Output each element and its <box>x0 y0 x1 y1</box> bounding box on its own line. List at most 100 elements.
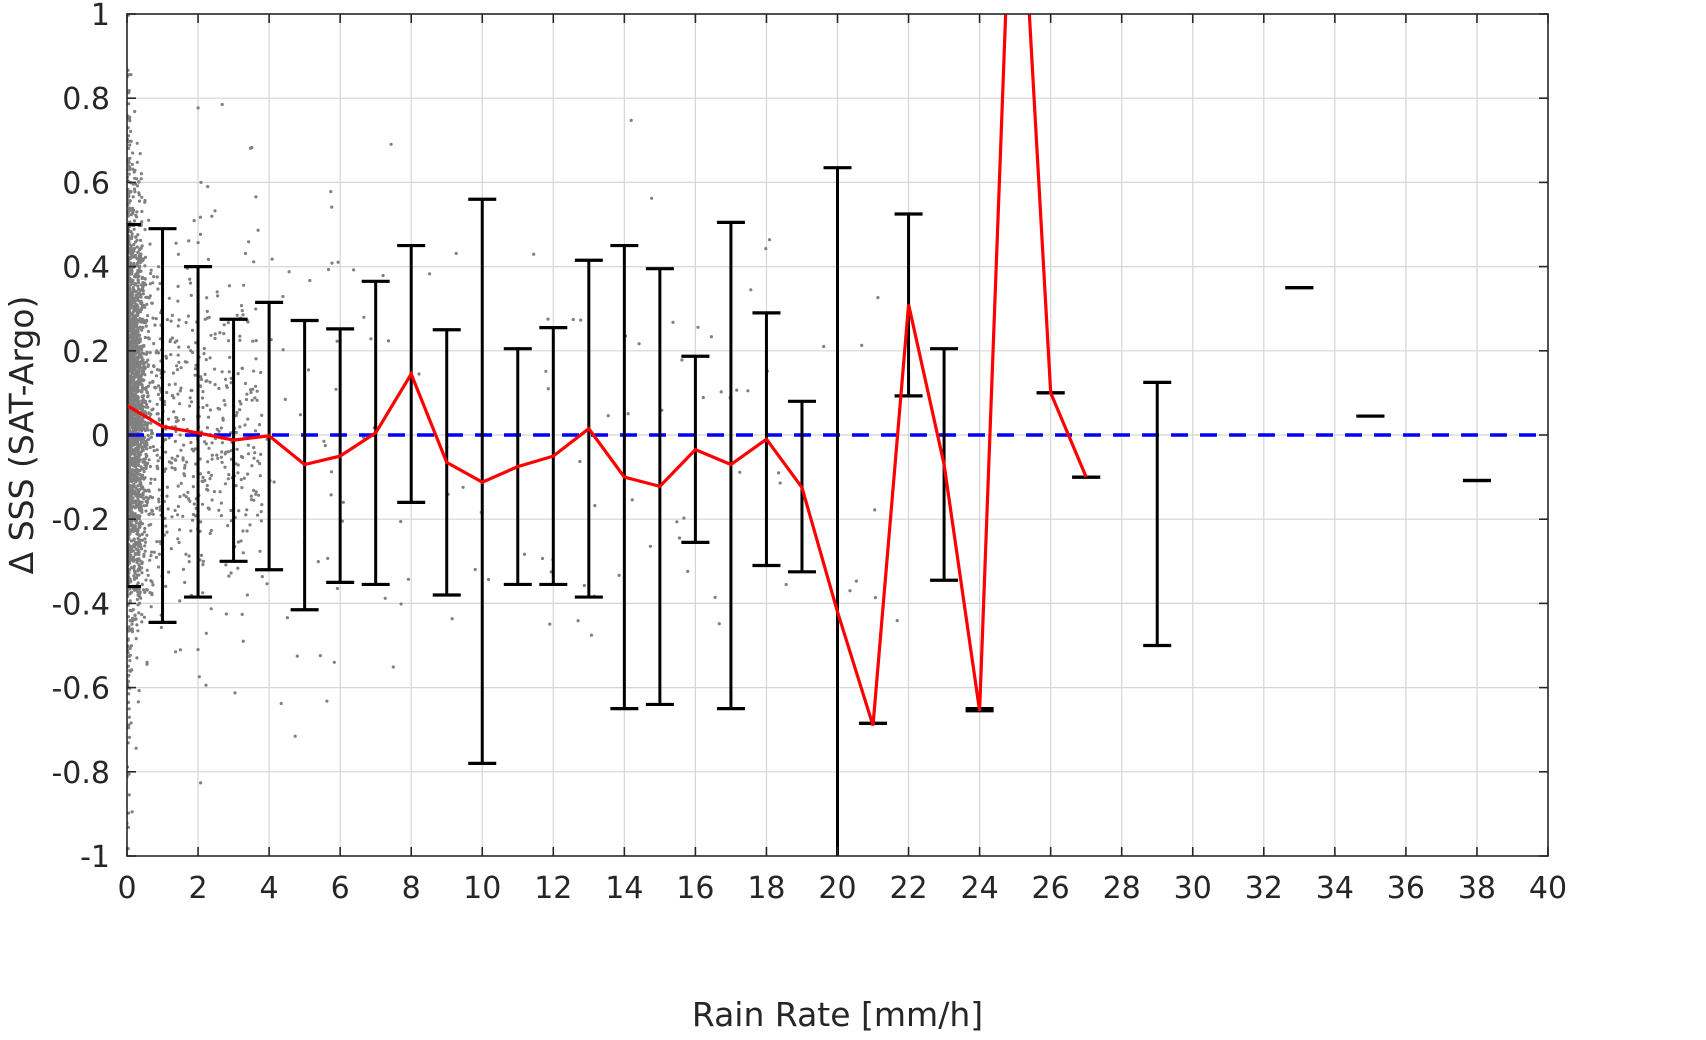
scatter-point <box>199 781 203 785</box>
scatter-point <box>176 504 180 508</box>
scatter-point <box>142 530 147 534</box>
scatter-point <box>202 352 206 356</box>
scatter-point <box>158 281 162 286</box>
scatter-point <box>876 296 880 300</box>
scatter-point <box>137 611 141 615</box>
scatter-point <box>205 403 209 407</box>
scatter-point <box>226 321 230 325</box>
x-tick-label: 2 <box>189 871 208 906</box>
error-bar <box>1143 380 1172 648</box>
scatter-point <box>139 302 143 306</box>
scatter-point <box>204 358 208 362</box>
scatter-point <box>239 478 243 482</box>
scatter-point <box>254 339 258 343</box>
y-tick-label: -0.6 <box>51 672 110 707</box>
mean-line <box>127 14 1088 726</box>
scatter-point <box>202 346 206 351</box>
scatter-point <box>130 438 134 442</box>
scatter-point <box>130 370 134 374</box>
scatter-point <box>146 314 150 318</box>
scatter-point <box>131 484 135 488</box>
scatter-point <box>136 590 140 594</box>
scatter-point <box>148 445 152 450</box>
scatter-point <box>136 305 140 309</box>
scatter-point <box>132 187 137 191</box>
scatter-point <box>130 360 134 364</box>
scatter-point <box>198 215 202 219</box>
scatter-point <box>218 331 222 335</box>
scatter-point <box>181 456 185 460</box>
scatter-point <box>219 514 223 518</box>
scatter-point <box>215 427 219 431</box>
scatter-point <box>229 376 233 380</box>
scatter-point <box>139 402 143 406</box>
scatter-point <box>199 375 203 379</box>
scatter-point <box>145 500 149 505</box>
scatter-point <box>149 412 153 416</box>
axis-ticks <box>126 13 1549 857</box>
scatter-point <box>153 385 157 389</box>
scatter-point <box>764 247 768 251</box>
scatter-point <box>135 141 139 145</box>
x-tick-label: 0 <box>117 871 136 906</box>
scatter-point <box>136 382 140 386</box>
scatter-point <box>131 488 135 492</box>
scatter-point <box>238 399 242 403</box>
scatter-point <box>128 267 132 271</box>
scatter-point <box>188 277 192 281</box>
scatter-point <box>140 355 144 360</box>
x-tick-label: 14 <box>605 871 643 906</box>
scatter-point <box>860 343 864 347</box>
scatter-point <box>130 250 134 254</box>
scatter-point <box>227 284 231 288</box>
scatter-point <box>174 416 178 420</box>
scatter-point <box>246 452 251 456</box>
scatter-point <box>205 426 209 430</box>
x-tick-label: 40 <box>1529 871 1567 906</box>
scatter-point <box>677 536 682 540</box>
scatter-point <box>132 538 136 542</box>
scatter-point <box>144 388 148 392</box>
scatter-point <box>254 357 258 361</box>
scatter-point <box>146 363 150 367</box>
scatter-point <box>132 317 136 321</box>
scatter-point <box>147 296 151 300</box>
scatter-point <box>216 294 220 298</box>
scatter-point <box>134 442 138 446</box>
scatter-point <box>134 369 138 373</box>
scatter-point <box>191 485 195 489</box>
scatter-point <box>144 295 148 299</box>
scatter-point <box>200 479 204 483</box>
scatter-point <box>169 338 173 342</box>
scatter-point <box>749 288 753 292</box>
scatter-point <box>129 244 133 248</box>
scatter-point <box>149 268 153 272</box>
scatter-point <box>130 609 134 613</box>
scatter-point <box>141 446 145 451</box>
x-tick-label: 22 <box>889 871 927 906</box>
scatter-point <box>671 320 675 324</box>
scatter-point <box>308 278 312 283</box>
scatter-point <box>133 469 137 473</box>
scatter-point <box>219 501 223 505</box>
scatter-point <box>141 491 145 495</box>
scatter-point <box>127 723 131 727</box>
scatter-point <box>175 364 179 368</box>
scatter-point <box>179 448 183 452</box>
scatter-point <box>130 351 134 356</box>
scatter-point <box>136 326 140 330</box>
scatter-point <box>696 325 700 329</box>
scatter-point <box>259 370 263 375</box>
scatter-point <box>181 567 186 572</box>
scatter-point <box>127 707 131 711</box>
scatter-point <box>285 616 289 620</box>
scatter-point <box>237 509 241 513</box>
scatter-point <box>127 139 131 143</box>
scatter-point <box>148 381 152 385</box>
scatter-point <box>576 619 580 623</box>
scatter-point <box>258 474 262 478</box>
y-tick-label: -0.8 <box>51 756 110 791</box>
scatter-point <box>246 472 250 476</box>
scatter-point <box>133 304 137 308</box>
scatter-point <box>184 320 188 325</box>
